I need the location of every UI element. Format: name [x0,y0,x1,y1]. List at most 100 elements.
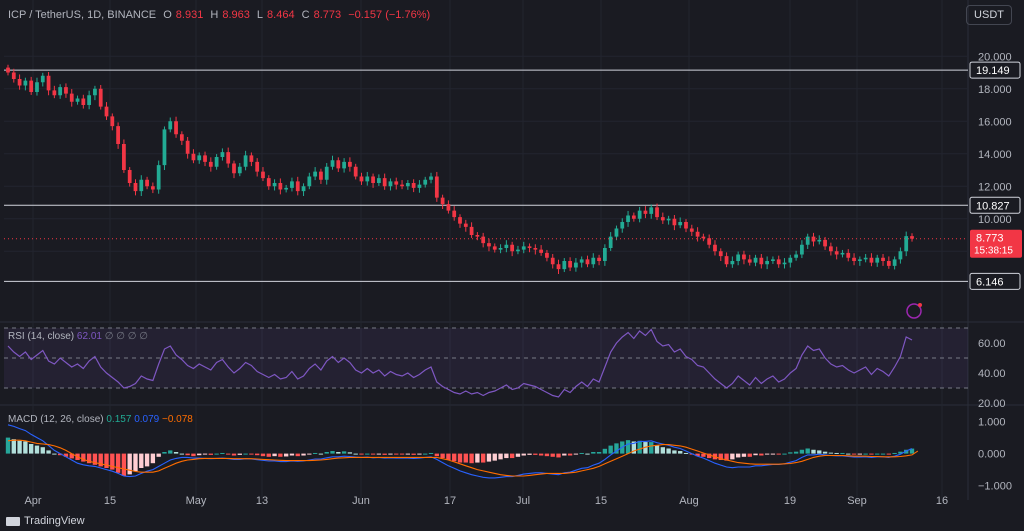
macd-histogram-bar [683,452,689,454]
price-axis-tick: 20.000 [978,51,1012,63]
macd-histogram-bar [793,451,799,454]
price-axis-tick: 14.000 [978,149,1012,161]
macd-axis-tick: 0.000 [978,449,1006,461]
candle-body [637,210,642,219]
candle-body [481,236,486,244]
candle-body [492,246,497,250]
candle-body [81,98,86,105]
candle-body [800,244,804,255]
candle-body [649,207,654,214]
symbol-label[interactable]: ICP / TetherUS, 1D, BINANCE [8,9,157,21]
macd-histogram-bar [515,453,521,457]
candle-body [707,238,712,245]
candle-body [556,264,561,270]
candle-body [127,170,132,183]
macd-histogram-bar [121,453,127,476]
candle-body [585,259,590,265]
macd-histogram-bar [347,452,353,454]
level-label-box [969,61,1021,79]
candle-body [295,181,300,192]
time-axis-tick: 15 [104,495,116,507]
candle-body [313,171,318,177]
macd-histogram-bar [637,440,642,454]
candle-body [405,183,410,187]
macd-histogram-bar [11,439,16,454]
candle-body [52,90,57,96]
macd-histogram-bar [741,453,747,457]
macd-histogram-bar [162,452,167,454]
macd-histogram-bar [104,453,109,468]
price-axis-tick: 12.000 [978,181,1012,193]
macd-histogram-bar [86,453,92,464]
time-axis-tick: 15 [595,495,607,507]
macd-histogram-bar [423,453,428,455]
macd-histogram-bar [544,453,550,457]
macd-histogram-bar [69,453,74,459]
time-axis-tick: Jun [352,495,370,507]
high-label: H [210,9,219,21]
macd-histogram-bar [52,453,57,455]
candle-body [458,217,462,224]
candle-body [817,239,822,242]
macd-histogram-bar [533,453,538,455]
macd-histogram-bar [220,452,225,454]
macd-histogram-bar [63,453,69,457]
candle-body [179,134,184,141]
macd-histogram-bar [446,453,451,460]
candle-body [904,236,909,252]
macd-histogram-bar [208,453,213,455]
macd-histogram-bar [608,445,613,454]
macd-histogram-bar [318,453,324,455]
macd-histogram-bar [197,453,202,456]
candle-body [156,165,161,190]
macd-histogram-bar [359,453,364,455]
footer: TradingView [6,515,85,527]
macd-histogram-bar [5,437,11,454]
macd-line [7,424,913,479]
candle-body [46,75,51,91]
macd-histogram-bar [336,452,341,454]
macd-histogram-bar [886,453,891,455]
macd-histogram-bar [614,443,619,454]
macd-histogram-bar [875,453,880,455]
macd-histogram-bar [631,441,637,454]
macd-histogram-bar [869,453,874,455]
candle-body [521,246,526,250]
candle-body [319,171,323,180]
macd-histogram-bar [846,453,851,455]
macd-histogram-bar [649,442,654,454]
candle-body [776,259,781,265]
brand-label[interactable]: TradingView [24,515,85,527]
macd-histogram-bar [278,453,283,457]
candle-body [434,176,439,198]
candle-body [516,249,520,252]
candle-body [892,259,897,266]
candle-body [713,244,717,252]
candle-body [301,186,306,192]
candle-body [875,257,880,263]
candle-body [290,181,294,188]
candle-body [759,257,764,265]
candle-body [805,236,810,245]
macd-histogram-bar [759,453,764,456]
macd-header[interactable]: MACD (12, 26, close) 0.157 0.079 −0.078 [8,414,193,425]
macd-histogram-bar [428,452,434,454]
candle-body [365,176,370,182]
macd-histogram-bar [399,453,405,455]
rsi-header[interactable]: RSI (14, close) 62.01 ∅ ∅ ∅ ∅ [8,331,148,342]
macd-histogram-bar [312,452,318,454]
macd-histogram-bar [585,453,590,455]
candle-body [834,251,839,255]
candle-body [539,249,544,253]
macd-histogram-bar [643,442,648,454]
candle-body [828,246,833,252]
macd-histogram-bar [202,453,208,455]
macd-histogram-bar [857,453,863,455]
macd-histogram-bar [562,453,567,456]
macd-histogram-bar [904,449,909,454]
macd-histogram-bar [40,447,45,454]
macd-histogram-bar [672,450,677,454]
macd-histogram-bar [29,444,34,454]
currency-button[interactable]: USDT [966,5,1012,25]
